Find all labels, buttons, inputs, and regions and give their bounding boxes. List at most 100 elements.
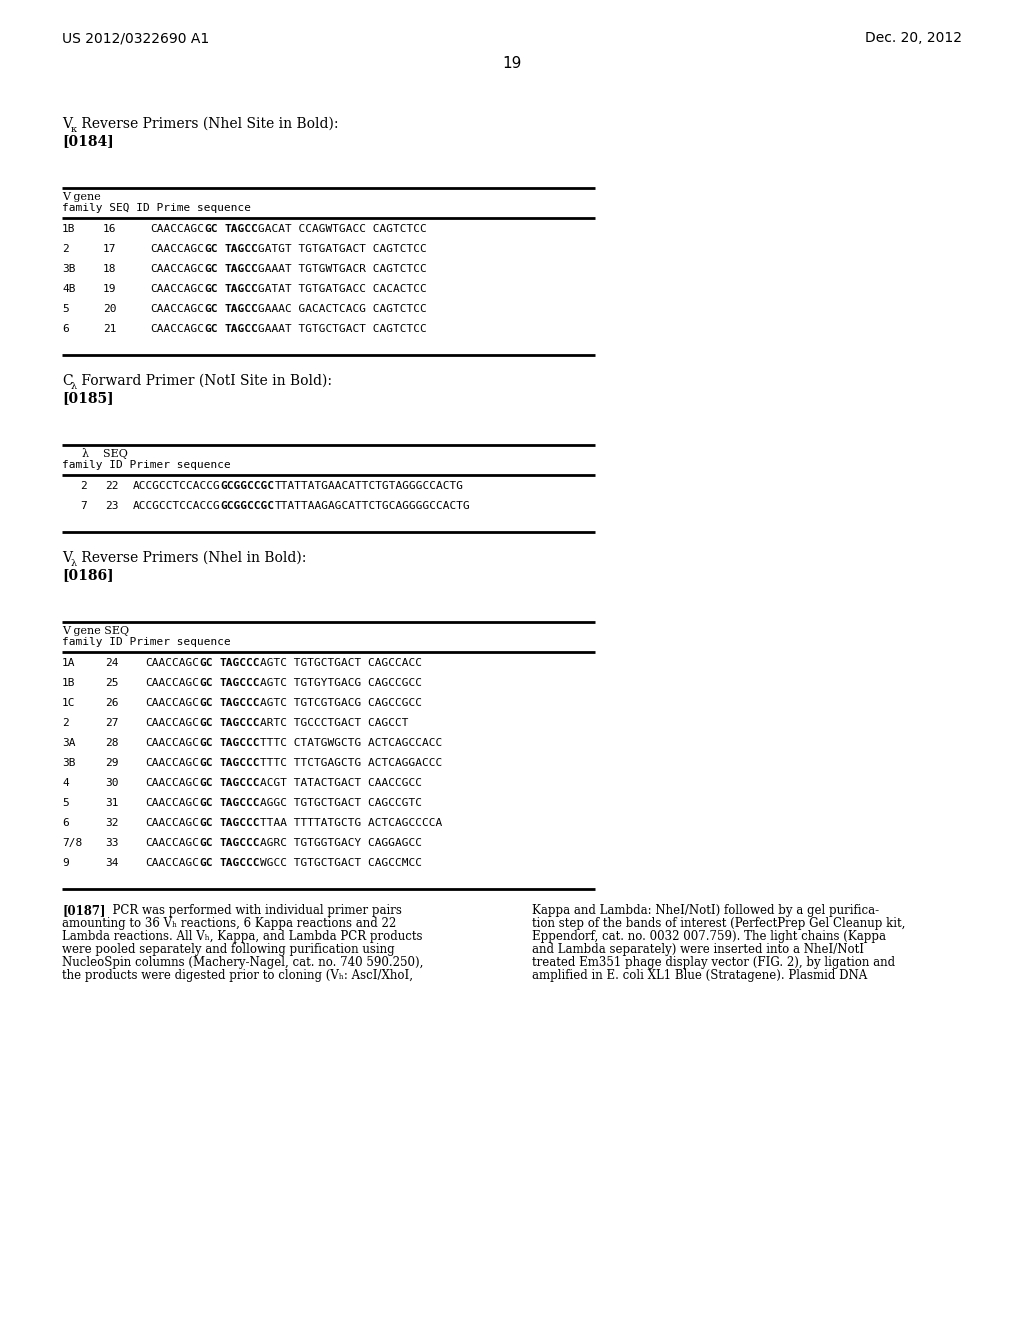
Text: TAGCC: TAGCC <box>224 323 258 334</box>
Text: and Lambda separately) were inserted into a NheI/NotI: and Lambda separately) were inserted int… <box>532 942 864 956</box>
Text: TAGCC: TAGCC <box>224 304 258 314</box>
Text: AGTC TGTGYTGACG CAGCCGCC: AGTC TGTGYTGACG CAGCCGCC <box>260 678 422 688</box>
Text: AGRC TGTGGTGACY CAGGAGCC: AGRC TGTGGTGACY CAGGAGCC <box>260 838 422 847</box>
Text: Reverse Primers (Nhel Site in Bold):: Reverse Primers (Nhel Site in Bold): <box>77 117 339 131</box>
Text: ACCGCCTCCACCG: ACCGCCTCCACCG <box>133 502 221 511</box>
Text: were pooled separately and following purification using: were pooled separately and following pur… <box>62 942 394 956</box>
Text: CAACCAGC: CAACCAGC <box>145 657 199 668</box>
Text: 7: 7 <box>80 502 87 511</box>
Text: CAACCAGC: CAACCAGC <box>145 777 199 788</box>
Text: GC: GC <box>204 264 217 275</box>
Text: 32: 32 <box>105 818 119 828</box>
Text: λ: λ <box>71 558 77 568</box>
Text: the products were digested prior to cloning (Vₕ: AscI/XhoI,: the products were digested prior to clon… <box>62 969 413 982</box>
Text: TAGCC: TAGCC <box>224 244 258 253</box>
Text: TAGCCC: TAGCCC <box>219 838 260 847</box>
Text: 1B: 1B <box>62 678 76 688</box>
Text: λ    SEQ: λ SEQ <box>82 447 128 459</box>
Text: 16: 16 <box>103 224 117 234</box>
Text: family ID Primer sequence: family ID Primer sequence <box>62 638 230 647</box>
Text: V gene SEQ: V gene SEQ <box>62 626 129 636</box>
Text: 2: 2 <box>80 480 87 491</box>
Text: 30: 30 <box>105 777 119 788</box>
Text: V: V <box>62 550 72 565</box>
Text: 19: 19 <box>103 284 117 294</box>
Text: CAACCAGC: CAACCAGC <box>145 818 199 828</box>
Text: 1B: 1B <box>62 224 76 234</box>
Text: GCGGCCGC: GCGGCCGC <box>221 480 274 491</box>
Text: Forward Primer (NotI Site in Bold):: Forward Primer (NotI Site in Bold): <box>77 374 332 388</box>
Text: [0186]: [0186] <box>62 568 114 582</box>
Text: GACAT CCAGWTGACC CAGTCTCC: GACAT CCAGWTGACC CAGTCTCC <box>258 224 427 234</box>
Text: TTATTATGAACATTCTGTAGGGCCACTG: TTATTATGAACATTCTGTAGGGCCACTG <box>274 480 464 491</box>
Text: [0187]: [0187] <box>62 904 105 917</box>
Text: 26: 26 <box>105 698 119 708</box>
Text: [0184]: [0184] <box>62 135 114 148</box>
Text: TAGCCC: TAGCCC <box>219 678 260 688</box>
Text: GC: GC <box>199 698 213 708</box>
Text: 21: 21 <box>103 323 117 334</box>
Text: CAACCAGC: CAACCAGC <box>150 304 204 314</box>
Text: PCR was performed with individual primer pairs: PCR was performed with individual primer… <box>105 904 401 917</box>
Text: CAACCAGC: CAACCAGC <box>145 678 199 688</box>
Text: TAGCCC: TAGCCC <box>219 777 260 788</box>
Text: Lambda reactions. All Vₕ, Kappa, and Lambda PCR products: Lambda reactions. All Vₕ, Kappa, and Lam… <box>62 931 423 942</box>
Text: 6: 6 <box>62 818 69 828</box>
Text: family ID Primer sequence: family ID Primer sequence <box>62 459 230 470</box>
Text: AGGC TGTGCTGACT CAGCCGTC: AGGC TGTGCTGACT CAGCCGTC <box>260 799 422 808</box>
Text: κ: κ <box>71 125 77 135</box>
Text: amplified in E. coli XL1 Blue (Stratagene). Plasmid DNA: amplified in E. coli XL1 Blue (Stratagen… <box>532 969 867 982</box>
Text: TAGCCC: TAGCCC <box>219 858 260 869</box>
Text: 28: 28 <box>105 738 119 748</box>
Text: GAAAT TGTGCTGACT CAGTCTCC: GAAAT TGTGCTGACT CAGTCTCC <box>258 323 427 334</box>
Text: GC: GC <box>199 657 213 668</box>
Text: V: V <box>62 117 72 131</box>
Text: TAGCC: TAGCC <box>224 264 258 275</box>
Text: CAACCAGC: CAACCAGC <box>145 858 199 869</box>
Text: GC: GC <box>199 858 213 869</box>
Text: TAGCC: TAGCC <box>224 224 258 234</box>
Text: TAGCCC: TAGCCC <box>219 718 260 729</box>
Text: CAACCAGC: CAACCAGC <box>150 323 204 334</box>
Text: CAACCAGC: CAACCAGC <box>145 738 199 748</box>
Text: GC: GC <box>204 323 217 334</box>
Text: TAGCCC: TAGCCC <box>219 799 260 808</box>
Text: 33: 33 <box>105 838 119 847</box>
Text: WGCC TGTGCTGACT CAGCCMCC: WGCC TGTGCTGACT CAGCCMCC <box>260 858 422 869</box>
Text: 31: 31 <box>105 799 119 808</box>
Text: CAACCAGC: CAACCAGC <box>145 838 199 847</box>
Text: 1A: 1A <box>62 657 76 668</box>
Text: AGTC TGTGCTGACT CAGCCACC: AGTC TGTGCTGACT CAGCCACC <box>260 657 422 668</box>
Text: 5: 5 <box>62 799 69 808</box>
Text: GC: GC <box>204 304 217 314</box>
Text: ACCGCCTCCACCG: ACCGCCTCCACCG <box>133 480 221 491</box>
Text: GC: GC <box>199 758 213 768</box>
Text: family SEQ ID Prime sequence: family SEQ ID Prime sequence <box>62 203 251 213</box>
Text: GC: GC <box>199 818 213 828</box>
Text: Kappa and Lambda: NheI/NotI) followed by a gel purifica-: Kappa and Lambda: NheI/NotI) followed by… <box>532 904 880 917</box>
Text: TTATTAAGAGCATTCTGCAGGGGCCACTG: TTATTAAGAGCATTCTGCAGGGGCCACTG <box>274 502 470 511</box>
Text: 3A: 3A <box>62 738 76 748</box>
Text: TTTC CTATGWGCTG ACTCAGCCACC: TTTC CTATGWGCTG ACTCAGCCACC <box>260 738 442 748</box>
Text: Eppendorf, cat. no. 0032 007.759). The light chains (Kappa: Eppendorf, cat. no. 0032 007.759). The l… <box>532 931 886 942</box>
Text: 25: 25 <box>105 678 119 688</box>
Text: tion step of the bands of interest (PerfectPrep Gel Cleanup kit,: tion step of the bands of interest (Perf… <box>532 917 905 931</box>
Text: 22: 22 <box>105 480 119 491</box>
Text: 1C: 1C <box>62 698 76 708</box>
Text: 17: 17 <box>103 244 117 253</box>
Text: TAGCCC: TAGCCC <box>219 738 260 748</box>
Text: 24: 24 <box>105 657 119 668</box>
Text: ARTC TGCCCTGACT CAGCCT: ARTC TGCCCTGACT CAGCCT <box>260 718 409 729</box>
Text: 29: 29 <box>105 758 119 768</box>
Text: CAACCAGC: CAACCAGC <box>150 224 204 234</box>
Text: TTTC TTCTGAGCTG ACTCAGGACCC: TTTC TTCTGAGCTG ACTCAGGACCC <box>260 758 442 768</box>
Text: TAGCCC: TAGCCC <box>219 698 260 708</box>
Text: NucleoSpin columns (Machery-Nagel, cat. no. 740 590.250),: NucleoSpin columns (Machery-Nagel, cat. … <box>62 956 423 969</box>
Text: 6: 6 <box>62 323 69 334</box>
Text: CAACCAGC: CAACCAGC <box>145 698 199 708</box>
Text: amounting to 36 Vₕ reactions, 6 Kappa reactions and 22: amounting to 36 Vₕ reactions, 6 Kappa re… <box>62 917 396 931</box>
Text: ACGT TATACTGACT CAACCGCC: ACGT TATACTGACT CAACCGCC <box>260 777 422 788</box>
Text: GC: GC <box>204 224 217 234</box>
Text: 3B: 3B <box>62 264 76 275</box>
Text: 5: 5 <box>62 304 69 314</box>
